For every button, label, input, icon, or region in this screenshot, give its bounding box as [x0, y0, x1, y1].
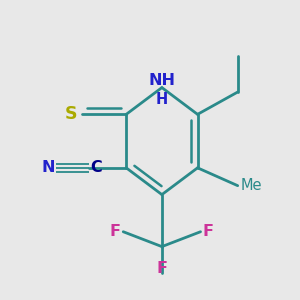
- Text: F: F: [203, 224, 214, 239]
- Text: F: F: [110, 224, 121, 239]
- Text: N: N: [41, 160, 55, 175]
- Text: F: F: [156, 261, 167, 276]
- Text: C: C: [91, 160, 102, 175]
- Text: H: H: [156, 92, 168, 107]
- Text: NH: NH: [148, 73, 176, 88]
- Text: Me: Me: [241, 178, 262, 193]
- Text: S: S: [65, 105, 77, 123]
